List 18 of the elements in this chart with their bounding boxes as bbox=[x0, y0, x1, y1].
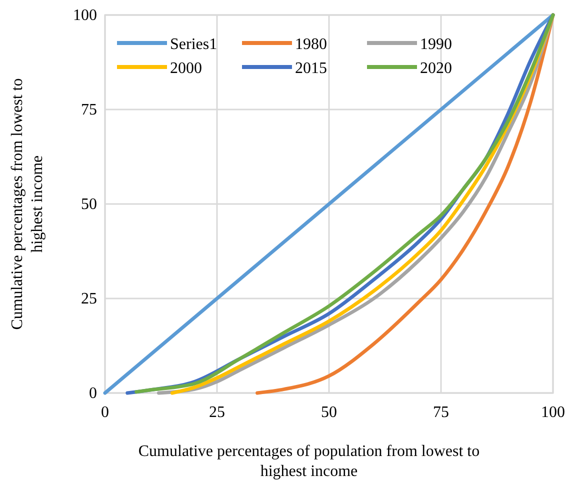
x-tick-label: 50 bbox=[321, 404, 337, 421]
legend-label: 1990 bbox=[420, 36, 452, 53]
legend-label: Series1 bbox=[170, 36, 218, 53]
legend-label: 2015 bbox=[295, 60, 327, 77]
x-tick-label: 100 bbox=[541, 404, 565, 421]
x-axis-title: Cumulative percentages of population from lowest to highest income bbox=[138, 443, 480, 480]
legend-label: 1980 bbox=[295, 36, 327, 53]
y-tick-label: 0 bbox=[89, 385, 97, 402]
x-tick-label: 25 bbox=[209, 404, 225, 421]
y-tick-label: 50 bbox=[81, 196, 97, 213]
y-tick-label: 100 bbox=[73, 7, 97, 24]
y-tick-label: 75 bbox=[81, 102, 97, 118]
x-tick-label: 75 bbox=[433, 404, 449, 421]
legend-label: 2020 bbox=[420, 60, 452, 77]
x-tick-label: 0 bbox=[101, 404, 109, 421]
y-tick-label: 25 bbox=[81, 290, 97, 308]
legend-label: 2000 bbox=[170, 60, 202, 77]
y-axis-title: Cumulative percentages from lowest to highest income bbox=[9, 78, 46, 330]
